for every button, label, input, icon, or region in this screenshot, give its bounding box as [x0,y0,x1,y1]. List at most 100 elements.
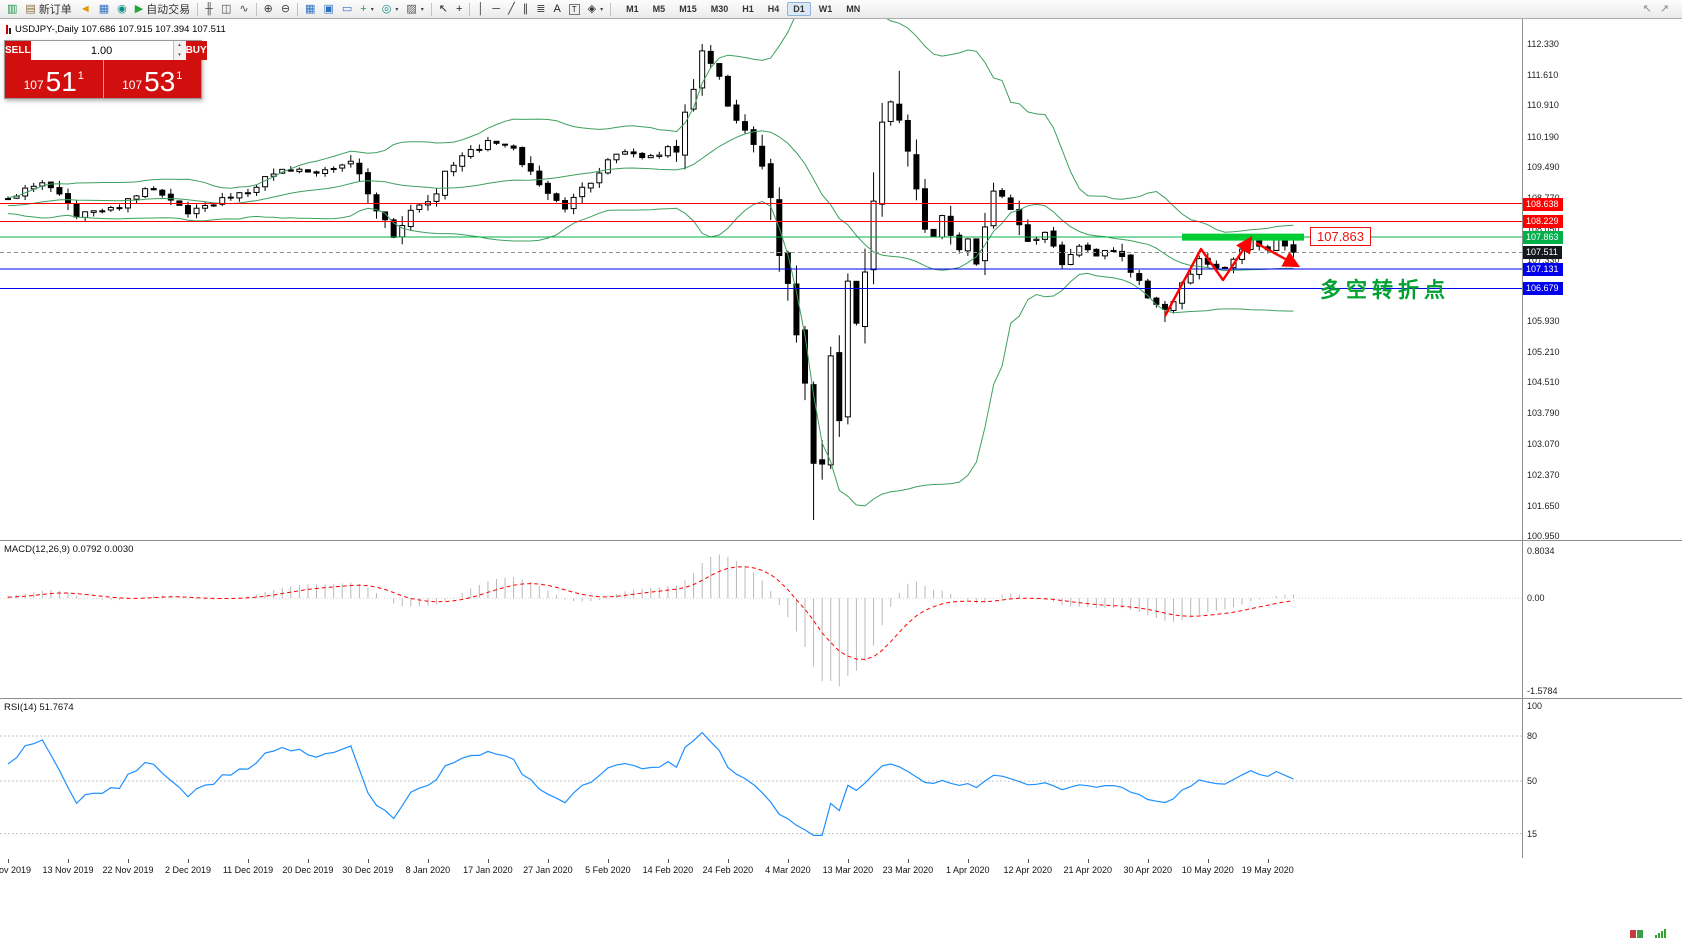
timeframe-w1[interactable]: W1 [818,4,833,14]
timeframe-m15[interactable]: M15 [679,4,697,14]
cursor-tool-glyph: ↖ [438,2,448,15]
panel-separator-rsi[interactable] [0,698,1682,699]
date-label: 5 Nov 2019 [0,865,32,875]
dock-chart-button[interactable]: ▭ [338,1,356,17]
buy-price-sup: 1 [176,70,183,82]
toolbar-right-group: ↖ ↗ [1643,2,1679,17]
zoom-out-button[interactable]: ⊖ [277,1,294,17]
date-label: 13 Mar 2020 [822,865,874,875]
price-axis-label: 100.950 [1527,531,1560,541]
autotrading-button[interactable]: ▶ 自动交易 [131,1,194,17]
vertical-line-tool[interactable]: │ [473,1,488,17]
shapes-dropdown[interactable]: ◈ ▾ [584,1,607,17]
megaphone-icon[interactable]: ◄ [76,1,95,17]
date-axis[interactable]: 5 Nov 2019 13 Nov 2019 22 Nov 2019 2 Dec 20… [0,858,1682,882]
candlestick-chart-button-glyph: ◫ [220,2,232,15]
date-label: 8 Jan 2020 [405,865,451,875]
lot-spinner: ▴ ▾ [172,41,186,60]
date-label: 13 Nov 2019 [42,865,94,875]
price-axis[interactable]: 112.330111.610110.910110.190109.490108.7… [1523,19,1681,858]
market-watch-icon[interactable]: ▦ [95,1,113,17]
timeframe-d1[interactable]: D1 [787,2,811,16]
tile-windows-button-glyph: ▦ [305,2,316,15]
status-bar [1630,929,1666,938]
terminal-chart-icon-glyph: ▥ [7,2,18,15]
timeframe-m5[interactable]: M5 [652,4,666,14]
crosshair-tool[interactable]: + [452,1,466,17]
rsi-panel-canvas[interactable] [0,699,1522,858]
auto-arrange-button[interactable]: ▣ [319,1,337,17]
shapes-dropdown-glyph: ◈ [587,2,597,15]
navigator-icon[interactable]: ◉ [113,1,131,17]
new-order-button[interactable]: ▤ 新订单 [21,1,75,17]
caret-down-icon: ▾ [420,6,424,13]
date-tick [967,859,969,863]
new-chart-dropdown[interactable]: + ▾ [356,1,377,17]
rsi-axis-label: 15 [1527,828,1538,839]
date-label: 27 Jan 2020 [523,865,573,875]
text-label-tool[interactable]: T [565,1,584,17]
text-label-tool-glyph: T [568,3,580,15]
panel-separator-macd[interactable] [0,540,1682,541]
price-axis-label: 105.930 [1527,315,1560,326]
macd-axis-label: 0.00 [1527,593,1545,604]
macd-axis-label: 0.8034 [1527,546,1555,556]
date-tick [847,859,849,863]
lot-decrease-button[interactable]: ▾ [173,50,186,60]
date-tick [1207,859,1209,863]
buy-button[interactable]: BUY [185,41,207,60]
price-divider [102,60,104,98]
bar-chart-button[interactable]: ╫ [201,1,217,17]
cursor-alt-icon[interactable]: ↗ [1659,2,1669,15]
sell-button[interactable]: SELL [5,41,31,60]
buy-price[interactable]: 107 53 1 [104,60,202,98]
timeframe-group: M1 M5 M15 M30 H1 H4 D1 W1 MN [619,2,867,16]
macd-indicator-label: MACD(12,26,9) 0.0792 0.0030 [4,544,134,555]
timeframe-h1[interactable]: H1 [742,4,754,14]
tile-windows-button[interactable]: ▦ [301,1,319,17]
date-tick [547,859,549,863]
sell-price[interactable]: 107 51 1 [5,60,103,98]
timeframe-m30[interactable]: M30 [710,4,729,14]
price-axis-badge: 108.638 [1523,197,1563,211]
templates-dropdown[interactable]: ▨ ▾ [402,1,427,17]
indicators-dropdown[interactable]: ◎ ▾ [378,1,403,17]
caret-down-icon: ▾ [600,6,604,13]
level-price-label: 107.863 [1310,227,1371,247]
date-tick [8,859,9,863]
auto-arrange-button-glyph: ▣ [323,2,334,15]
caret-down-icon: ▾ [395,6,399,13]
horizontal-line-tool-glyph: ─ [492,2,501,15]
cursor-tool[interactable]: ↖ [435,1,452,17]
templates-dropdown-glyph: ▨ [406,2,417,15]
price-axis-label: 101.650 [1527,500,1560,511]
lot-increase-button[interactable]: ▴ [173,41,186,51]
autotrading-button-glyph: ▶ [134,2,144,15]
macd-axis-label: -1.5784 [1527,686,1558,696]
timeframe-m1[interactable]: M1 [626,4,639,14]
rsi-axis-label: 50 [1527,776,1538,786]
candlestick-chart-button[interactable]: ◫ [217,1,235,17]
date-tick [1027,859,1029,863]
vertical-line-tool-glyph: │ [477,2,485,15]
fibonacci-tool[interactable]: ≣ [532,1,549,17]
line-chart-button[interactable]: ∿ [235,1,252,17]
lot-size-input[interactable] [30,41,173,60]
price-axis-label: 107.330 [1527,255,1560,266]
timeframe-h4[interactable]: H4 [767,4,780,14]
price-chart-canvas[interactable] [0,19,1522,540]
date-tick [128,859,129,863]
terminal-chart-icon[interactable]: ▥ [3,1,21,17]
cursor-white-icon[interactable]: ↖ [1642,2,1652,15]
horizontal-line-tool[interactable]: ─ [488,1,504,17]
chart-symbol-icon [6,25,11,34]
date-tick [1267,859,1269,863]
date-label: 1 Apr 2020 [946,865,990,875]
equidistant-channel-tool[interactable]: ∥ [519,1,533,17]
zoom-in-button[interactable]: ⊕ [260,1,277,17]
trendline-tool[interactable]: ╱ [504,1,519,17]
macd-panel-canvas[interactable] [0,541,1522,698]
text-tool[interactable]: A [549,1,564,17]
timeframe-mn[interactable]: MN [846,4,861,14]
new-order-button-label: 新订单 [38,4,72,16]
